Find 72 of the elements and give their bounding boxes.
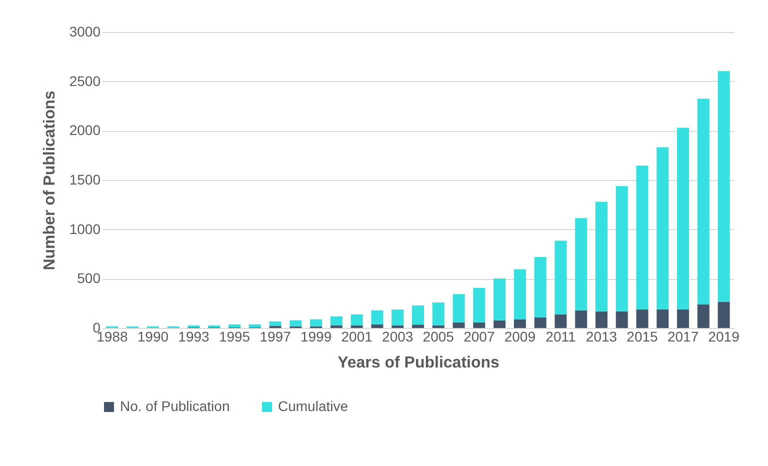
bar: [718, 71, 730, 302]
bar: [310, 319, 322, 326]
bar: [371, 310, 384, 324]
bar: [554, 240, 567, 314]
bar: [392, 325, 404, 328]
bar: [228, 324, 241, 328]
bar: [452, 322, 465, 328]
x-tick-label: 2013: [586, 328, 618, 344]
bar: [575, 218, 588, 310]
bar: [636, 166, 648, 310]
bar: [290, 320, 302, 326]
bar: [432, 302, 444, 326]
y-tick-label: 3000: [69, 24, 101, 40]
y-tick-label: 500: [77, 270, 101, 286]
x-tick-label: 2001: [341, 328, 373, 344]
bar: [473, 288, 486, 322]
bar: [412, 305, 424, 325]
bar: [636, 309, 648, 328]
bar: [371, 324, 384, 328]
legend-label: Cumulative: [278, 398, 348, 414]
x-tick-label: 1990: [137, 328, 169, 344]
legend-label: No. of Publication: [120, 398, 230, 414]
bar: [718, 302, 730, 328]
y-axis-title: Number of Publications: [41, 90, 58, 270]
bar: [330, 316, 342, 326]
bar: [208, 325, 220, 328]
bar: [656, 147, 669, 310]
bar: [656, 309, 669, 328]
bar: [616, 186, 628, 312]
bar: [697, 304, 710, 328]
y-tick-label: 2500: [69, 72, 101, 89]
bar: [412, 324, 424, 328]
bar: [188, 325, 200, 328]
x-tick-label: 1993: [178, 328, 210, 344]
x-tick-label: 2009: [504, 328, 536, 344]
bar: [248, 324, 261, 328]
bar: [534, 256, 546, 318]
bar: [514, 269, 526, 320]
bar: [350, 325, 363, 328]
bar: [473, 322, 486, 328]
bar: [269, 321, 282, 326]
bar: [697, 98, 710, 304]
bar: [677, 128, 690, 310]
bar: [330, 325, 342, 328]
x-tick-label: 2017: [667, 328, 699, 344]
bar: [595, 202, 608, 312]
bar: [534, 317, 546, 328]
bar: [494, 320, 506, 328]
x-tick-label: 2007: [464, 328, 495, 344]
x-tick-label: 2019: [708, 328, 740, 344]
bar: [392, 310, 404, 326]
x-tick-label: 1995: [218, 328, 250, 344]
x-tick-label: 1997: [260, 328, 292, 344]
bar: [494, 278, 506, 320]
bar: [350, 314, 363, 326]
x-tick-label: 2015: [626, 328, 658, 344]
bar: [616, 311, 628, 328]
bar: [677, 309, 690, 328]
x-axis-title: Years of Publications: [338, 354, 500, 372]
bar: [432, 325, 444, 328]
x-tick-label: 2005: [422, 328, 454, 344]
x-tick-label: 2011: [546, 328, 576, 344]
bar: [595, 311, 608, 328]
bar: [452, 294, 465, 322]
x-tick-label: 2003: [382, 328, 414, 344]
bar: [575, 310, 588, 328]
y-tick-label: 1500: [69, 172, 101, 188]
y-tick-label: 2000: [69, 122, 101, 138]
bar: [514, 319, 526, 328]
x-tick-label: 1999: [300, 328, 332, 344]
bar: [554, 314, 567, 328]
y-tick-label: 1000: [69, 220, 101, 237]
